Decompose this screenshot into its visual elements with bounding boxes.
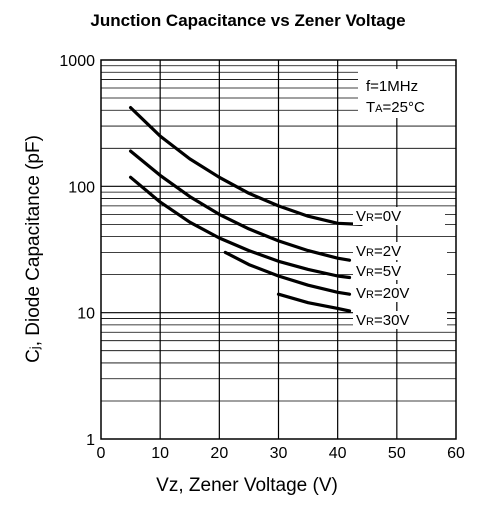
series-label-bg [353,311,447,329]
series-line-1 [129,149,352,262]
series-line-4 [276,292,352,313]
conditions-box: f=1MHz TA=25°C [358,69,456,118]
series-label-bg [353,242,447,260]
temperature-condition: TA=25°C [366,99,425,116]
series-line-2 [129,175,352,280]
frequency-condition: f=1MHz [366,78,418,95]
series-line-0 [129,106,363,226]
y-tick-label: 100 [68,179,95,196]
plot-frame [100,59,457,440]
x-tick-label: 0 [97,445,106,462]
series-line-3 [223,250,352,296]
series-label-bg [353,207,445,225]
series-label-0: VR=0V [356,208,401,225]
series-label-4: VR=30V [356,312,409,329]
y-axis-label: Cj, Diode Capacitance (pF) [23,135,44,363]
series-label-bg [353,284,447,302]
tick-labels: 0 10 20 30 40 50 60 1 10 100 1000 [59,53,465,462]
series-label-bg [353,262,447,280]
x-axis-label: Vz, Zener Voltage (V) [156,475,338,496]
x-tick-label: 50 [388,445,406,462]
series-label-2: VR=5V [356,263,401,280]
x-tick-label: 30 [270,445,288,462]
y-tick-label: 1 [86,432,95,449]
x-tick-label: 10 [151,445,169,462]
x-tick-label: 40 [329,445,347,462]
series-labels: VR=0V VR=2V VR=5V VR=20V VR=30V [353,207,447,329]
series-label-3: VR=20V [356,285,409,302]
chart-title: Junction Capacitance vs Zener Voltage [90,11,405,30]
y-tick-label: 1000 [59,53,95,70]
y-tick-label: 10 [77,306,95,323]
series-curves [129,106,363,313]
x-tick-label: 60 [447,445,465,462]
x-tick-label: 20 [210,445,228,462]
series-label-1: VR=2V [356,243,401,260]
